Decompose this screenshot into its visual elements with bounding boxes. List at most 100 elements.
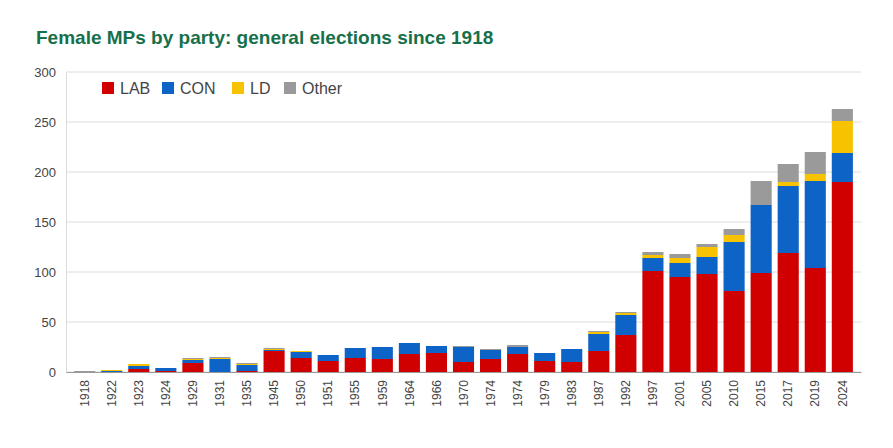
y-tick-label: 250 <box>34 115 56 130</box>
legend-swatch <box>232 82 244 94</box>
x-tick: 1987 <box>592 372 606 407</box>
x-tick: 1964 <box>403 372 417 407</box>
bar <box>805 268 826 372</box>
bar <box>128 364 149 366</box>
bar <box>128 366 149 369</box>
bar <box>480 359 501 372</box>
bar <box>426 346 447 353</box>
bar <box>561 362 582 372</box>
bar <box>642 255 663 258</box>
x-tick: 1979 <box>538 372 552 407</box>
x-tick: 1950 <box>294 372 308 407</box>
x-tick-label: 1929 <box>186 380 200 407</box>
y-tick: 150 <box>34 215 66 230</box>
bar <box>182 359 203 360</box>
bar <box>642 252 663 255</box>
y-tick: 50 <box>42 315 66 330</box>
x-tick-label: 1945 <box>267 380 281 407</box>
y-tick: 100 <box>34 265 66 280</box>
legend-item: LD <box>232 80 270 97</box>
grid-line <box>66 172 861 173</box>
bar <box>236 365 257 371</box>
bar <box>832 121 853 153</box>
bar <box>669 254 690 258</box>
bar <box>128 369 149 372</box>
x-tick-label: 1924 <box>159 380 173 407</box>
x-tick: 1922 <box>105 372 119 407</box>
legend-label: Other <box>302 80 343 97</box>
x-tick: 1983 <box>565 372 579 407</box>
bar <box>561 349 582 350</box>
bar <box>805 181 826 268</box>
bar <box>561 349 582 350</box>
bar <box>588 332 609 334</box>
legend-item: LAB <box>102 80 150 97</box>
bar <box>534 353 555 354</box>
legend-label: LAB <box>120 80 150 97</box>
bar <box>669 263 690 277</box>
bar <box>751 181 772 205</box>
bar <box>751 273 772 372</box>
bar <box>778 253 799 372</box>
bar <box>155 368 176 369</box>
bar <box>561 349 582 362</box>
bar <box>724 291 745 372</box>
bar <box>642 258 663 271</box>
y-tick-label: 150 <box>34 215 56 230</box>
x-tick: 1945 <box>267 372 281 407</box>
x-tick-label: 1997 <box>646 380 660 407</box>
bar <box>345 348 366 349</box>
bar <box>372 347 393 348</box>
bar <box>399 343 420 354</box>
x-tick: 1951 <box>321 372 335 407</box>
bar <box>588 351 609 372</box>
y-tick: 250 <box>34 115 66 130</box>
x-tick: 2019 <box>808 372 822 407</box>
x-tick-label: 1974 <box>484 380 498 407</box>
x-tick: 2005 <box>700 372 714 407</box>
x-tick-label: 2005 <box>700 380 714 407</box>
bar <box>318 355 339 361</box>
y-tick: 200 <box>34 165 66 180</box>
x-tick: 1929 <box>186 372 200 407</box>
bar <box>209 358 230 359</box>
bar <box>507 345 528 347</box>
bar <box>74 372 95 373</box>
x-tick-label: 1987 <box>592 380 606 407</box>
legend-label: LD <box>250 80 270 97</box>
bar <box>182 360 203 363</box>
chart: Female MPs by party: general elections s… <box>0 0 893 448</box>
bar <box>101 370 122 371</box>
bar <box>534 353 555 361</box>
bar <box>372 359 393 372</box>
bar <box>453 347 474 348</box>
bar <box>291 351 312 352</box>
x-tick-label: 1974 <box>511 380 525 407</box>
bar <box>345 348 366 358</box>
bar <box>101 371 122 372</box>
bar <box>696 274 717 372</box>
bar <box>453 362 474 372</box>
x-tick-label: 1955 <box>348 380 362 407</box>
x-tick-label: 1959 <box>376 380 390 407</box>
bar <box>101 370 122 371</box>
bar <box>534 353 555 354</box>
x-tick: 1966 <box>430 372 444 407</box>
x-tick-label: 1923 <box>132 380 146 407</box>
y-tick-label: 300 <box>34 65 56 80</box>
bar <box>696 247 717 257</box>
x-tick: 2024 <box>836 372 850 407</box>
bar <box>724 235 745 242</box>
bar <box>291 358 312 372</box>
bar <box>101 372 122 373</box>
x-tick: 1970 <box>457 372 471 407</box>
grid-line <box>66 72 861 73</box>
x-tick: 1974 <box>511 372 525 407</box>
bar <box>318 355 339 356</box>
x-tick-label: 1918 <box>78 380 92 407</box>
x-tick: 1924 <box>159 372 173 407</box>
x-tick-label: 1992 <box>619 380 633 407</box>
bar <box>480 349 501 350</box>
bar <box>345 348 366 349</box>
bar <box>696 244 717 247</box>
